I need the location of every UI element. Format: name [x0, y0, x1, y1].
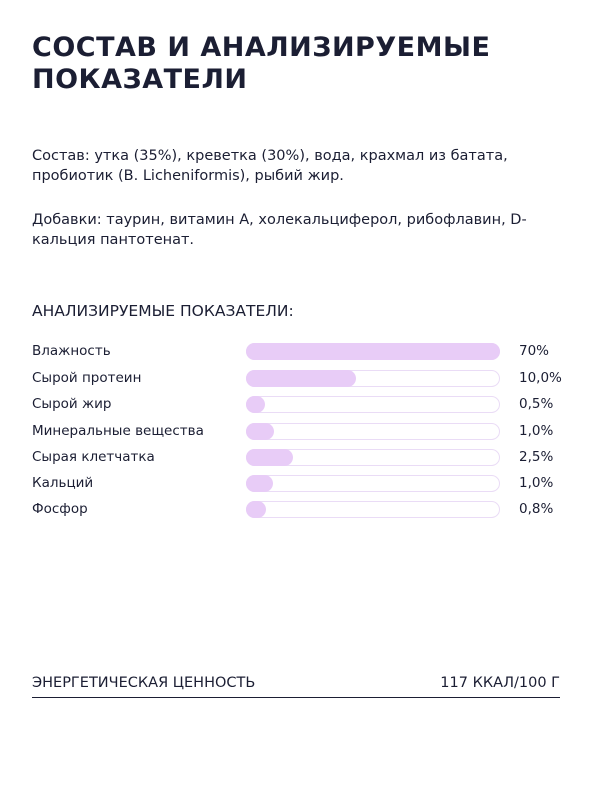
bar-fill: [246, 449, 293, 466]
row-name: Влажность: [32, 343, 111, 359]
bar-track: [246, 423, 500, 440]
row: Сырой протеин 10,0%: [32, 369, 572, 389]
section-heading: АНАЛИЗИРУЕМЫЕ ПОКАЗАТЕЛИ:: [32, 302, 294, 320]
row: Сырая клетчатка 2,5%: [32, 448, 572, 468]
bar-track: [246, 475, 500, 492]
row-name: Сырой жир: [32, 396, 112, 412]
row-name: Кальций: [32, 475, 94, 491]
row: Кальций 1,0%: [32, 474, 572, 494]
row-name: Сырой протеин: [32, 370, 142, 386]
row: Фосфор 0,8%: [32, 500, 572, 520]
composition: Состав: утка (35%), креветка (30%), вода…: [32, 148, 508, 184]
row-name: Фосфор: [32, 501, 88, 517]
bar-track: [246, 343, 500, 360]
row-value: 0,5%: [519, 396, 554, 412]
bar-fill: [246, 501, 266, 518]
row-name: Сырая клетчатка: [32, 449, 155, 465]
row-value: 10,0%: [519, 370, 562, 386]
row-value: 1,0%: [519, 423, 554, 439]
bar-fill: [246, 423, 274, 440]
bar-track: [246, 370, 500, 387]
bar-fill: [246, 396, 265, 413]
row: Влажность 70%: [32, 342, 572, 362]
additives: Добавки: таурин, витамин А, холекальцифе…: [32, 212, 527, 248]
bar-fill: [246, 475, 273, 492]
row-value: 2,5%: [519, 449, 554, 465]
title: СОСТАВ И АНАЛИЗИРУЕМЫЕ ПОКАЗАТЕЛИ: [32, 32, 491, 95]
energy: ЭНЕРГЕТИЧЕСКАЯ ЦЕННОСТЬ 117 ККАЛ/100 Г: [32, 675, 560, 698]
row-value: 0,8%: [519, 501, 554, 517]
bar-track: [246, 501, 500, 518]
bar-track: [246, 396, 500, 413]
row: Сырой жир 0,5%: [32, 395, 572, 415]
row-value: 70%: [519, 343, 550, 359]
row: Минеральные вещества 1,0%: [32, 422, 572, 442]
row-name: Минеральные вещества: [32, 423, 204, 439]
bar-track: [246, 449, 500, 466]
row-value: 1,0%: [519, 475, 554, 491]
energy-label: ЭНЕРГЕТИЧЕСКАЯ ЦЕННОСТЬ: [32, 675, 256, 691]
bar-fill: [246, 370, 356, 387]
bar-fill: [246, 343, 500, 360]
energy-value: 117 ККАЛ/100 Г: [440, 675, 560, 691]
